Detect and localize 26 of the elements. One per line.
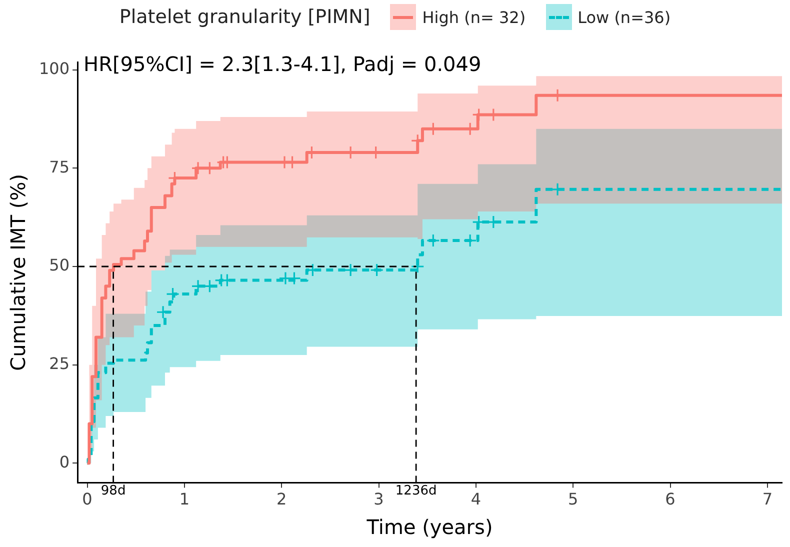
- ref-line-label: 98d: [100, 484, 126, 499]
- x-axis-title: Time (years): [366, 515, 493, 540]
- legend-label: Low (n=36): [578, 8, 671, 26]
- x-tick-label: 7: [762, 490, 773, 509]
- x-tick-label: 0: [82, 490, 92, 509]
- x-tick-label: 6: [665, 490, 676, 509]
- point: [426, 234, 440, 248]
- legend-title: Platelet granularity [PIMN]: [119, 6, 370, 28]
- point: [287, 272, 302, 286]
- y-axis-title: Cumulative IMT (%): [6, 174, 30, 371]
- y-tick-label: 100: [38, 59, 70, 78]
- ref-line-label: 1236d: [395, 484, 437, 499]
- y-tick-label: 0: [59, 452, 70, 472]
- x-tick-label: 2: [276, 490, 287, 509]
- x-tick-label: 1: [179, 490, 190, 509]
- y-tick-label: 25: [49, 354, 70, 373]
- legend-label: High (n= 32): [422, 8, 526, 26]
- x-tick-label: 4: [470, 490, 482, 509]
- point: [463, 234, 477, 248]
- x-tick-label: 3: [374, 490, 384, 509]
- point: [370, 263, 384, 277]
- y-tick-label: 75: [49, 157, 70, 176]
- y-tick-label: 50: [49, 256, 70, 275]
- annotation: HR[95%CI] = 2.3[1.3-4.1], Padj = 0.049: [84, 52, 482, 76]
- x-tick-label: 5: [568, 490, 578, 509]
- point: [166, 287, 180, 301]
